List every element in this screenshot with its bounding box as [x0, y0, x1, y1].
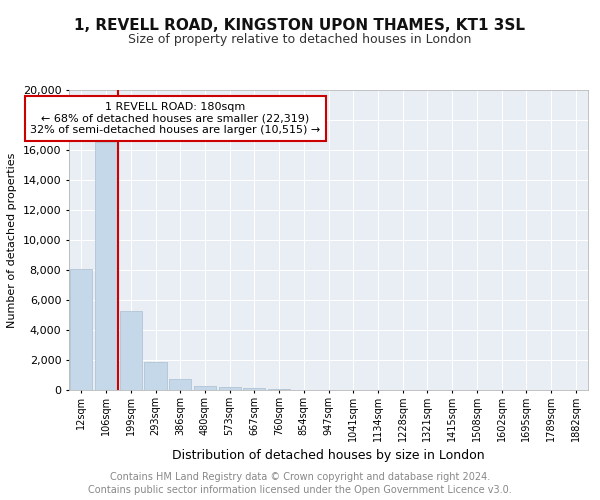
Text: 1 REVELL ROAD: 180sqm
← 68% of detached houses are smaller (22,319)
32% of semi-: 1 REVELL ROAD: 180sqm ← 68% of detached …	[30, 102, 320, 135]
Bar	[70, 268, 92, 390]
Text: Contains public sector information licensed under the Open Government Licence v3: Contains public sector information licen…	[88, 485, 512, 495]
Bar	[145, 362, 167, 390]
Y-axis label: Number of detached properties: Number of detached properties	[7, 152, 17, 328]
X-axis label: Distribution of detached houses by size in London: Distribution of detached houses by size …	[172, 450, 485, 462]
Bar	[218, 387, 241, 390]
Bar	[119, 310, 142, 390]
Bar	[243, 388, 265, 390]
Bar	[95, 142, 117, 390]
Bar	[169, 379, 191, 390]
Text: Contains HM Land Registry data © Crown copyright and database right 2024.: Contains HM Land Registry data © Crown c…	[110, 472, 490, 482]
Bar	[194, 386, 216, 390]
Text: Size of property relative to detached houses in London: Size of property relative to detached ho…	[128, 32, 472, 46]
Text: 1, REVELL ROAD, KINGSTON UPON THAMES, KT1 3SL: 1, REVELL ROAD, KINGSTON UPON THAMES, KT…	[74, 18, 526, 32]
Bar	[268, 388, 290, 390]
